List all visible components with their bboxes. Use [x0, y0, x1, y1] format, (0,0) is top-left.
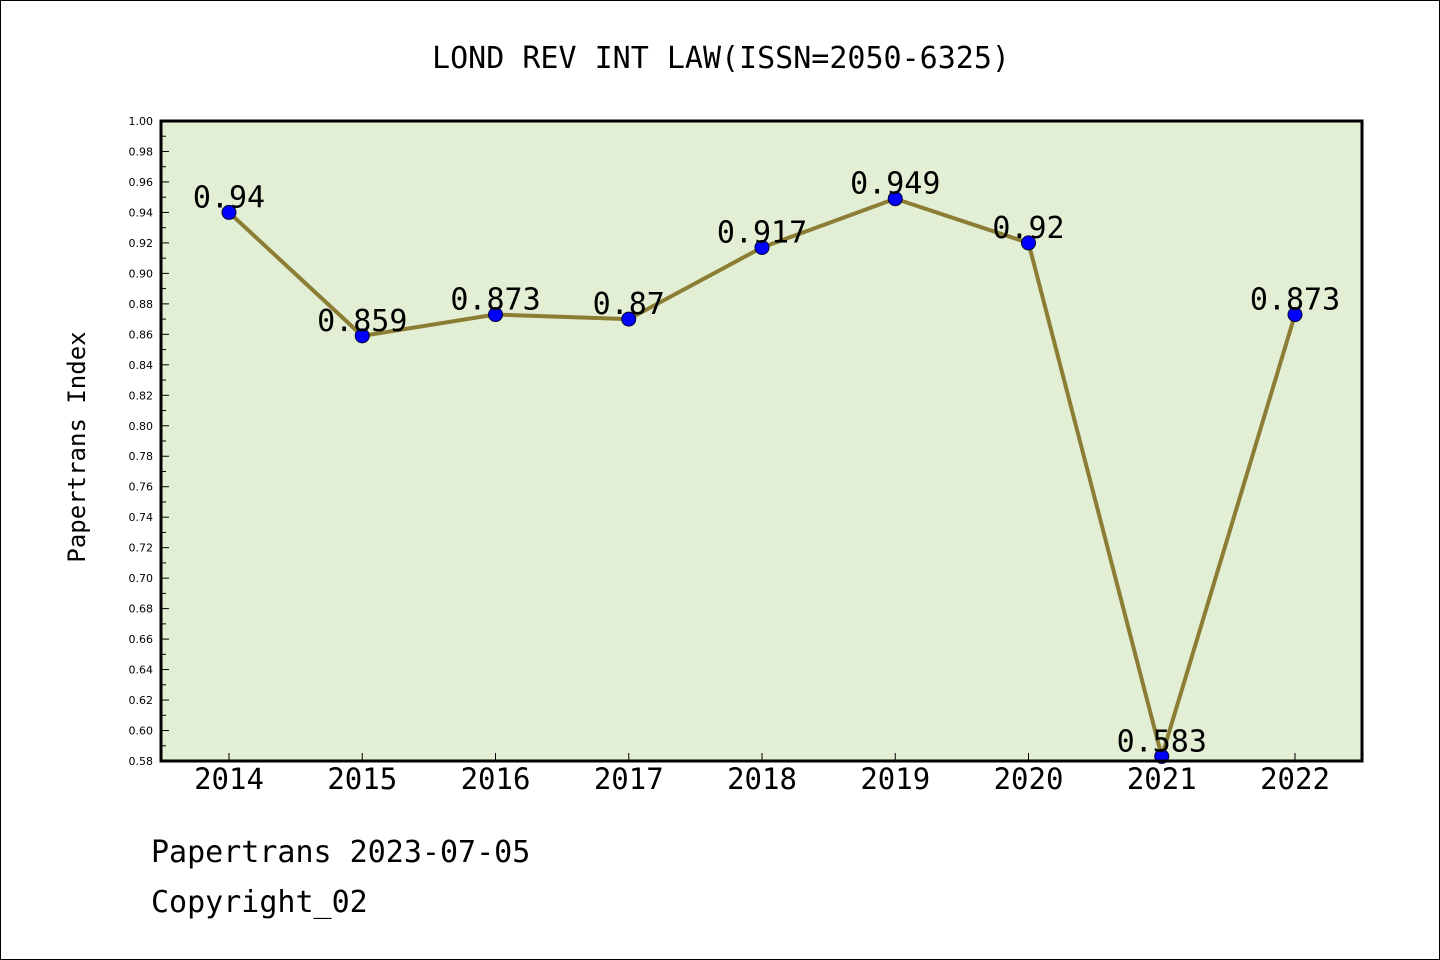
- data-label: 0.917: [717, 215, 807, 250]
- data-label: 0.873: [1250, 283, 1340, 318]
- x-tick-label: 2022: [1260, 762, 1330, 796]
- y-tick-label: 0.62: [129, 694, 154, 707]
- data-point: [621, 311, 637, 327]
- footer-copyright: Copyright_02: [151, 885, 368, 920]
- y-tick-label: 0.58: [129, 755, 154, 768]
- y-tick-label: 0.96: [129, 176, 154, 189]
- y-tick-label: 1.00: [129, 115, 154, 128]
- data-point: [221, 204, 237, 220]
- y-tick-label: 0.92: [129, 237, 154, 250]
- y-tick-label: 0.90: [129, 267, 154, 280]
- x-tick-label: 2015: [327, 762, 397, 796]
- data-point: [1021, 235, 1036, 251]
- y-tick-label: 0.70: [129, 572, 154, 585]
- y-tick-label: 0.82: [129, 389, 154, 402]
- x-tick-label: 2019: [860, 762, 930, 796]
- y-tick-label: 0.80: [129, 420, 154, 433]
- y-tick-label: 0.84: [129, 359, 154, 372]
- y-axis-label: Papertrans Index: [63, 331, 91, 562]
- data-point: [887, 191, 903, 207]
- chart-title: LOND REV INT LAW(ISSN=2050-6325): [432, 41, 1010, 76]
- data-label: 0.92: [992, 211, 1064, 246]
- x-tick-label: 2017: [594, 762, 664, 796]
- y-tick-label: 0.88: [129, 298, 154, 311]
- y-tick-label: 0.86: [129, 328, 154, 341]
- x-tick-label: 2014: [194, 762, 264, 796]
- data-label: 0.949: [850, 167, 940, 202]
- plot-frame: [159, 119, 1364, 763]
- y-tick-label: 0.60: [129, 725, 154, 738]
- y-tick-label: 0.64: [129, 664, 154, 677]
- x-axis-ticks: 2014 2015 2016 2017 2018 2019 2020 2021 2022: [194, 753, 1330, 796]
- plot-area: [161, 121, 1362, 761]
- footer-date: Papertrans 2023-07-05: [151, 835, 531, 870]
- y-tick-label: 0.76: [129, 481, 154, 494]
- y-tick-label: 0.72: [129, 542, 154, 555]
- x-tick-label: 2018: [727, 762, 797, 796]
- x-tick-label: 2016: [461, 762, 531, 796]
- y-tick-label: 0.98: [129, 145, 154, 158]
- data-label: 0.859: [317, 304, 407, 339]
- data-point: [1287, 307, 1303, 323]
- data-label: 0.583: [1117, 724, 1207, 759]
- data-point: [754, 239, 770, 255]
- x-tick-label: 2021: [1127, 762, 1197, 796]
- x-tick-label: 2020: [994, 762, 1064, 796]
- y-tick-label: 0.66: [129, 633, 154, 646]
- y-axis-ticks: 0.58 0.60 0.62 0.64 0.66 0.68 0.70 0.72 0.74 0.76…: [129, 115, 169, 768]
- data-label: 0.873: [450, 283, 540, 318]
- data-point: [354, 328, 370, 344]
- data-label-group: 0.94 0.859 0.873 0.87 0.917 0.949 0.92 0.583 0.8…: [193, 167, 1340, 760]
- data-label: 0.94: [193, 180, 265, 215]
- y-tick-label: 0.74: [129, 511, 154, 524]
- y-tick-label: 0.78: [129, 450, 154, 463]
- data-label: 0.87: [593, 287, 665, 322]
- y-tick-label: 0.94: [129, 206, 154, 219]
- data-point: [488, 307, 503, 323]
- y-tick-label: 0.68: [129, 603, 154, 616]
